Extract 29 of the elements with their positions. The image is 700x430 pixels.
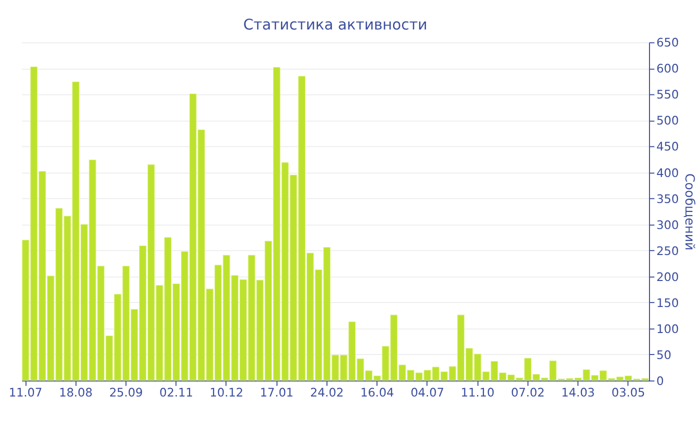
- y-tick-label: 150: [656, 296, 679, 310]
- x-tick-label: 04.07: [410, 386, 444, 400]
- y-tick-label: 0: [656, 374, 664, 388]
- x-tick-label: 11.07: [8, 386, 42, 400]
- y-tick-label: 550: [656, 88, 679, 102]
- x-tick-label: 02.11: [159, 386, 194, 400]
- y-tick-label: 50: [656, 348, 672, 362]
- x-tick-label: 03.05: [611, 386, 646, 400]
- y-tick-label: 500: [656, 114, 679, 128]
- x-tick-label: 11.10: [460, 386, 494, 400]
- y-tick-label: 350: [656, 192, 679, 206]
- x-tick-label: 14.03: [561, 386, 595, 400]
- y-tick-label: 400: [656, 166, 679, 180]
- y-tick-label: 300: [656, 218, 679, 232]
- y-axis-title: Сообщений: [682, 173, 697, 250]
- y-tick-label: 600: [656, 62, 679, 76]
- y-tick-label: 450: [656, 140, 679, 154]
- x-tick-label: 17.01: [260, 386, 294, 400]
- x-tick-label: 18.08: [58, 386, 93, 400]
- y-tick-label: 650: [656, 36, 679, 50]
- x-tick-label: 24.02: [310, 386, 344, 400]
- chart-title: Статистика активности: [243, 16, 428, 34]
- x-tick-label: 25.09: [109, 386, 143, 400]
- y-tick-label: 250: [656, 244, 679, 258]
- y-tick-label: 200: [656, 270, 679, 284]
- x-tick-label: 07.02: [511, 386, 545, 400]
- x-tick-label: 16.04: [360, 386, 394, 400]
- y-tick-label: 100: [656, 322, 679, 336]
- x-tick-label: 10.12: [210, 386, 244, 400]
